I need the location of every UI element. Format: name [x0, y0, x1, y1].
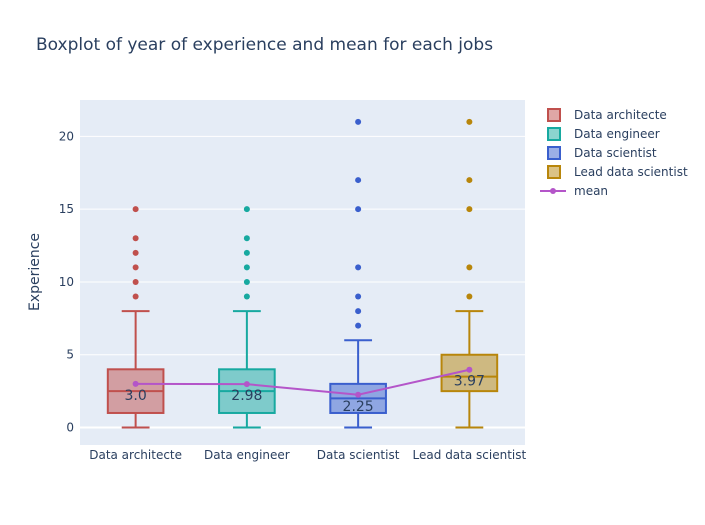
outlier-point: [466, 293, 473, 300]
mean-point: [466, 366, 473, 373]
outlier-point: [466, 264, 473, 271]
outlier-point: [243, 249, 250, 256]
outlier-point: [466, 206, 473, 213]
legend-mean-marker: [550, 188, 556, 194]
legend-label: mean: [574, 184, 608, 198]
legend-label: Data scientist: [574, 146, 657, 160]
y-tick-label: 10: [59, 275, 74, 289]
outlier-point: [132, 206, 139, 213]
legend-item: Data architecte: [547, 108, 667, 122]
legend-item: Lead data scientist: [547, 165, 688, 179]
y-tick-label: 20: [59, 129, 74, 143]
mean-point: [355, 391, 362, 398]
legend-item: Data scientist: [547, 146, 657, 160]
mean-value-label: 3.0: [124, 388, 146, 404]
legend-label: Data engineer: [574, 127, 660, 141]
outlier-point: [355, 322, 362, 329]
chart-title: Boxplot of year of experience and mean f…: [36, 35, 493, 55]
y-tick-label: 0: [66, 421, 74, 435]
outlier-point: [243, 235, 250, 242]
outlier-point: [243, 278, 250, 285]
grid-lines: [80, 135, 525, 429]
outlier-point: [355, 177, 362, 184]
box-1: [218, 206, 276, 429]
mean-line: [135, 368, 470, 396]
mean-point: [132, 380, 139, 387]
outlier-point: [132, 235, 139, 242]
mean-value-label: 2.98: [231, 388, 262, 404]
outlier-point: [466, 118, 473, 125]
outlier-point: [355, 308, 362, 315]
legend: Data architecte Data engineer Data scienti…: [540, 108, 688, 198]
legend-label: Data architecte: [574, 108, 667, 122]
mean-point: [243, 381, 250, 388]
mean-series: 3.0 2.98 2.25 3.97: [124, 366, 485, 415]
legend-swatch: [547, 165, 561, 179]
outlier-point: [355, 206, 362, 213]
outlier-point: [132, 293, 139, 300]
outlier-point: [132, 278, 139, 285]
outlier-point: [243, 206, 250, 213]
legend-label: Lead data scientist: [574, 165, 688, 179]
y-tick-label: 15: [59, 202, 74, 216]
legend-swatch: [547, 108, 561, 122]
outlier-point: [466, 177, 473, 184]
legend-item: Data engineer: [547, 127, 660, 141]
y-axis-ticks: 0 5 10 15 20: [59, 129, 74, 434]
legend-swatch: [547, 146, 561, 160]
mean-value-label: 3.97: [454, 374, 485, 390]
box-2: [329, 118, 387, 429]
x-axis-ticks: Data architecte Data engineer Data scienti…: [89, 448, 526, 462]
box-series: [106, 118, 499, 429]
outlier-point: [243, 293, 250, 300]
outlier-point: [132, 249, 139, 256]
x-tick-label: Data scientist: [317, 448, 400, 462]
outlier-point: [355, 264, 362, 271]
outlier-point: [132, 264, 139, 271]
x-tick-label: Data engineer: [204, 448, 290, 462]
box-0: [106, 206, 165, 429]
outlier-point: [355, 293, 362, 300]
y-tick-label: 5: [66, 348, 74, 362]
legend-swatch: [547, 127, 561, 141]
x-tick-label: Data architecte: [89, 448, 182, 462]
legend-item-mean: mean: [540, 184, 608, 198]
x-tick-label: Lead data scientist: [413, 448, 527, 462]
outlier-point: [355, 118, 362, 125]
mean-value-label: 2.25: [343, 399, 374, 415]
y-axis-title: Experience: [27, 233, 43, 311]
outlier-point: [243, 264, 250, 271]
